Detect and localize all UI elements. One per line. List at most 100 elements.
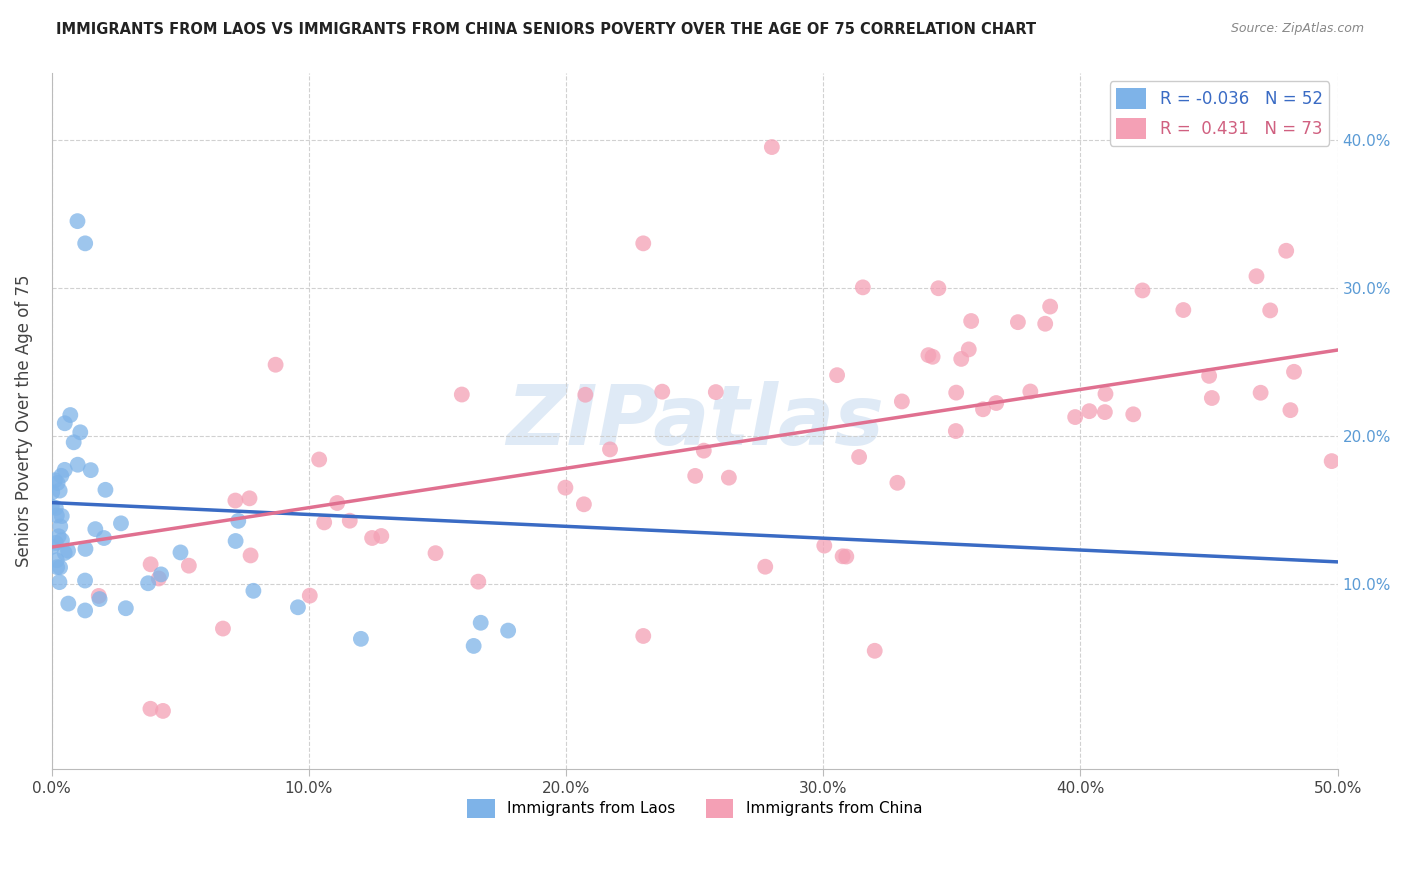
Point bbox=[94, 483, 117, 497]
Point bbox=[496, 624, 519, 638]
Point bbox=[463, 639, 485, 653]
Point bbox=[339, 514, 361, 528]
Point bbox=[59, 408, 82, 422]
Point bbox=[239, 549, 262, 563]
Point bbox=[62, 435, 84, 450]
Point bbox=[370, 529, 392, 543]
Point bbox=[308, 452, 330, 467]
Point bbox=[972, 402, 994, 417]
Point bbox=[717, 470, 740, 484]
Point bbox=[848, 450, 870, 464]
Point bbox=[80, 463, 103, 477]
Point bbox=[950, 351, 973, 366]
Point bbox=[886, 475, 908, 490]
Point bbox=[890, 394, 912, 409]
Y-axis label: Seniors Poverty Over the Age of 75: Seniors Poverty Over the Age of 75 bbox=[15, 275, 32, 567]
Point bbox=[66, 214, 89, 228]
Point bbox=[48, 529, 70, 543]
Point bbox=[46, 560, 69, 574]
Point bbox=[66, 458, 89, 472]
Point bbox=[957, 343, 980, 357]
Point bbox=[84, 522, 107, 536]
Point bbox=[110, 516, 132, 531]
Point bbox=[921, 350, 943, 364]
Point bbox=[704, 385, 727, 400]
Point bbox=[1122, 407, 1144, 421]
Point bbox=[326, 496, 349, 510]
Point bbox=[1198, 368, 1220, 383]
Point bbox=[69, 425, 91, 440]
Point bbox=[298, 589, 321, 603]
Point bbox=[53, 463, 76, 477]
Text: IMMIGRANTS FROM LAOS VS IMMIGRANTS FROM CHINA SENIORS POVERTY OVER THE AGE OF 75: IMMIGRANTS FROM LAOS VS IMMIGRANTS FROM … bbox=[56, 22, 1036, 37]
Point bbox=[48, 483, 70, 498]
Point bbox=[945, 385, 967, 400]
Point bbox=[314, 516, 336, 530]
Legend: Immigrants from Laos, Immigrants from China: Immigrants from Laos, Immigrants from Ch… bbox=[461, 792, 928, 824]
Point bbox=[212, 622, 235, 636]
Point bbox=[177, 558, 200, 573]
Point bbox=[49, 560, 72, 574]
Point bbox=[45, 536, 67, 550]
Point bbox=[139, 702, 162, 716]
Point bbox=[651, 384, 673, 399]
Point bbox=[264, 358, 287, 372]
Point bbox=[1282, 365, 1305, 379]
Point bbox=[554, 481, 576, 495]
Point bbox=[1201, 391, 1223, 405]
Point bbox=[53, 417, 76, 431]
Point bbox=[450, 387, 472, 401]
Point bbox=[927, 281, 949, 295]
Point bbox=[831, 549, 853, 564]
Point bbox=[56, 543, 79, 558]
Point bbox=[361, 531, 384, 545]
Point bbox=[1064, 410, 1087, 425]
Point bbox=[46, 475, 69, 490]
Point bbox=[1007, 315, 1029, 329]
Point bbox=[1275, 244, 1298, 258]
Point bbox=[73, 574, 96, 588]
Point bbox=[1279, 403, 1302, 417]
Point bbox=[863, 644, 886, 658]
Point bbox=[1173, 303, 1195, 318]
Text: Source: ZipAtlas.com: Source: ZipAtlas.com bbox=[1230, 22, 1364, 36]
Point bbox=[51, 533, 73, 548]
Point bbox=[139, 558, 162, 572]
Point bbox=[813, 539, 835, 553]
Point bbox=[1250, 385, 1272, 400]
Point bbox=[287, 600, 309, 615]
Point bbox=[917, 348, 939, 362]
Point bbox=[825, 368, 848, 383]
Point bbox=[835, 549, 858, 564]
Point bbox=[1094, 387, 1116, 401]
Point bbox=[1078, 404, 1101, 418]
Point bbox=[1039, 300, 1062, 314]
Point bbox=[41, 485, 63, 500]
Point bbox=[761, 140, 783, 154]
Point bbox=[1033, 317, 1056, 331]
Point bbox=[225, 533, 247, 548]
Point bbox=[425, 546, 447, 560]
Point bbox=[51, 509, 73, 524]
Point bbox=[48, 575, 70, 590]
Point bbox=[45, 553, 67, 567]
Point bbox=[1258, 303, 1281, 318]
Point bbox=[44, 473, 66, 487]
Point bbox=[960, 314, 983, 328]
Point bbox=[75, 541, 97, 556]
Point bbox=[226, 514, 249, 528]
Point bbox=[45, 500, 67, 515]
Point bbox=[633, 629, 655, 643]
Point bbox=[470, 615, 492, 630]
Point bbox=[41, 540, 63, 554]
Point bbox=[572, 497, 595, 511]
Point bbox=[852, 280, 875, 294]
Point bbox=[242, 583, 264, 598]
Point bbox=[467, 574, 489, 589]
Point bbox=[45, 508, 67, 523]
Point bbox=[152, 704, 174, 718]
Point bbox=[1019, 384, 1042, 399]
Point bbox=[53, 546, 76, 560]
Point bbox=[114, 601, 136, 615]
Point bbox=[75, 236, 97, 251]
